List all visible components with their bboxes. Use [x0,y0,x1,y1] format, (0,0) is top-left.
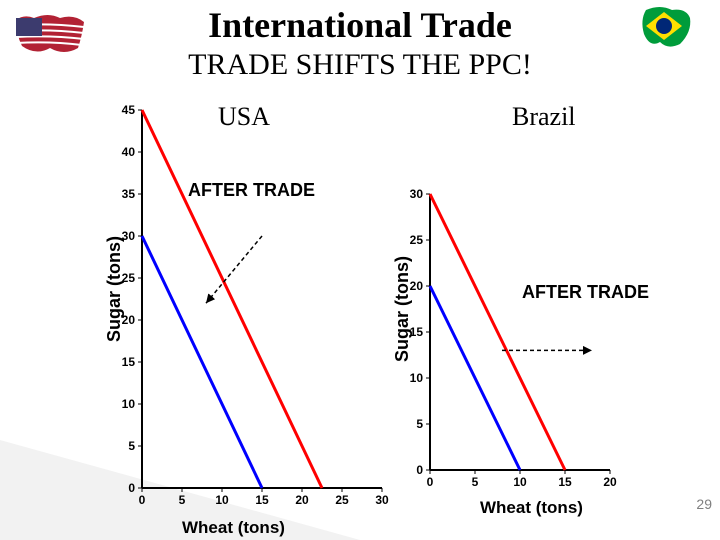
usa-flag-icon [14,8,86,58]
y-tick-label: 30 [122,229,136,243]
y-tick-label: 0 [128,481,135,495]
page-number: 29 [696,496,712,512]
y-tick-label: 45 [122,103,136,117]
after-trade-line [142,110,322,488]
y-tick-label: 10 [122,397,136,411]
x-tick-label: 0 [427,475,434,489]
charts-container: USA Brazil AFTER TRADE AFTER TRADE Sugar… [0,100,720,520]
y-tick-label: 5 [416,417,423,431]
x-tick-label: 25 [335,493,349,507]
before-trade-line [430,286,520,470]
x-tick-label: 0 [139,493,146,507]
x-tick-label: 10 [513,475,527,489]
page-subtitle: TRADE SHIFTS THE PPC! [0,48,720,82]
y-tick-label: 15 [122,355,136,369]
usa-x-axis-label: Wheat (tons) [182,518,285,538]
y-tick-label: 35 [122,187,136,201]
brazil-chart: 0 5 10 15 20 25 30 0 5 10 15 20 [408,182,638,502]
x-tick-label: 15 [558,475,572,489]
y-tick-label: 10 [410,371,424,385]
x-tick-label: 15 [255,493,269,507]
x-tick-label: 5 [179,493,186,507]
after-trade-line [430,194,565,470]
x-tick-label: 20 [603,475,617,489]
y-tick-label: 30 [410,187,424,201]
y-tick-label: 20 [122,313,136,327]
y-tick-label: 5 [128,439,135,453]
x-tick-label: 20 [295,493,309,507]
y-tick-label: 20 [410,279,424,293]
usa-chart: 0 5 10 15 20 25 30 35 40 45 0 5 10 15 20 25 30 [120,100,400,520]
before-trade-line [142,236,262,488]
y-tick-label: 0 [416,463,423,477]
shift-arrow [206,236,262,303]
y-tick-label: 25 [410,233,424,247]
slide: International Trade TRADE SHIFTS THE PPC… [0,0,720,540]
page-title: International Trade [0,0,720,46]
x-tick-label: 10 [215,493,229,507]
brazil-flag-icon [636,4,694,50]
brazil-chart-title: Brazil [512,102,576,132]
y-tick-label: 40 [122,145,136,159]
y-tick-label: 25 [122,271,136,285]
y-tick-label: 15 [410,325,424,339]
x-tick-label: 30 [375,493,389,507]
x-tick-label: 5 [472,475,479,489]
